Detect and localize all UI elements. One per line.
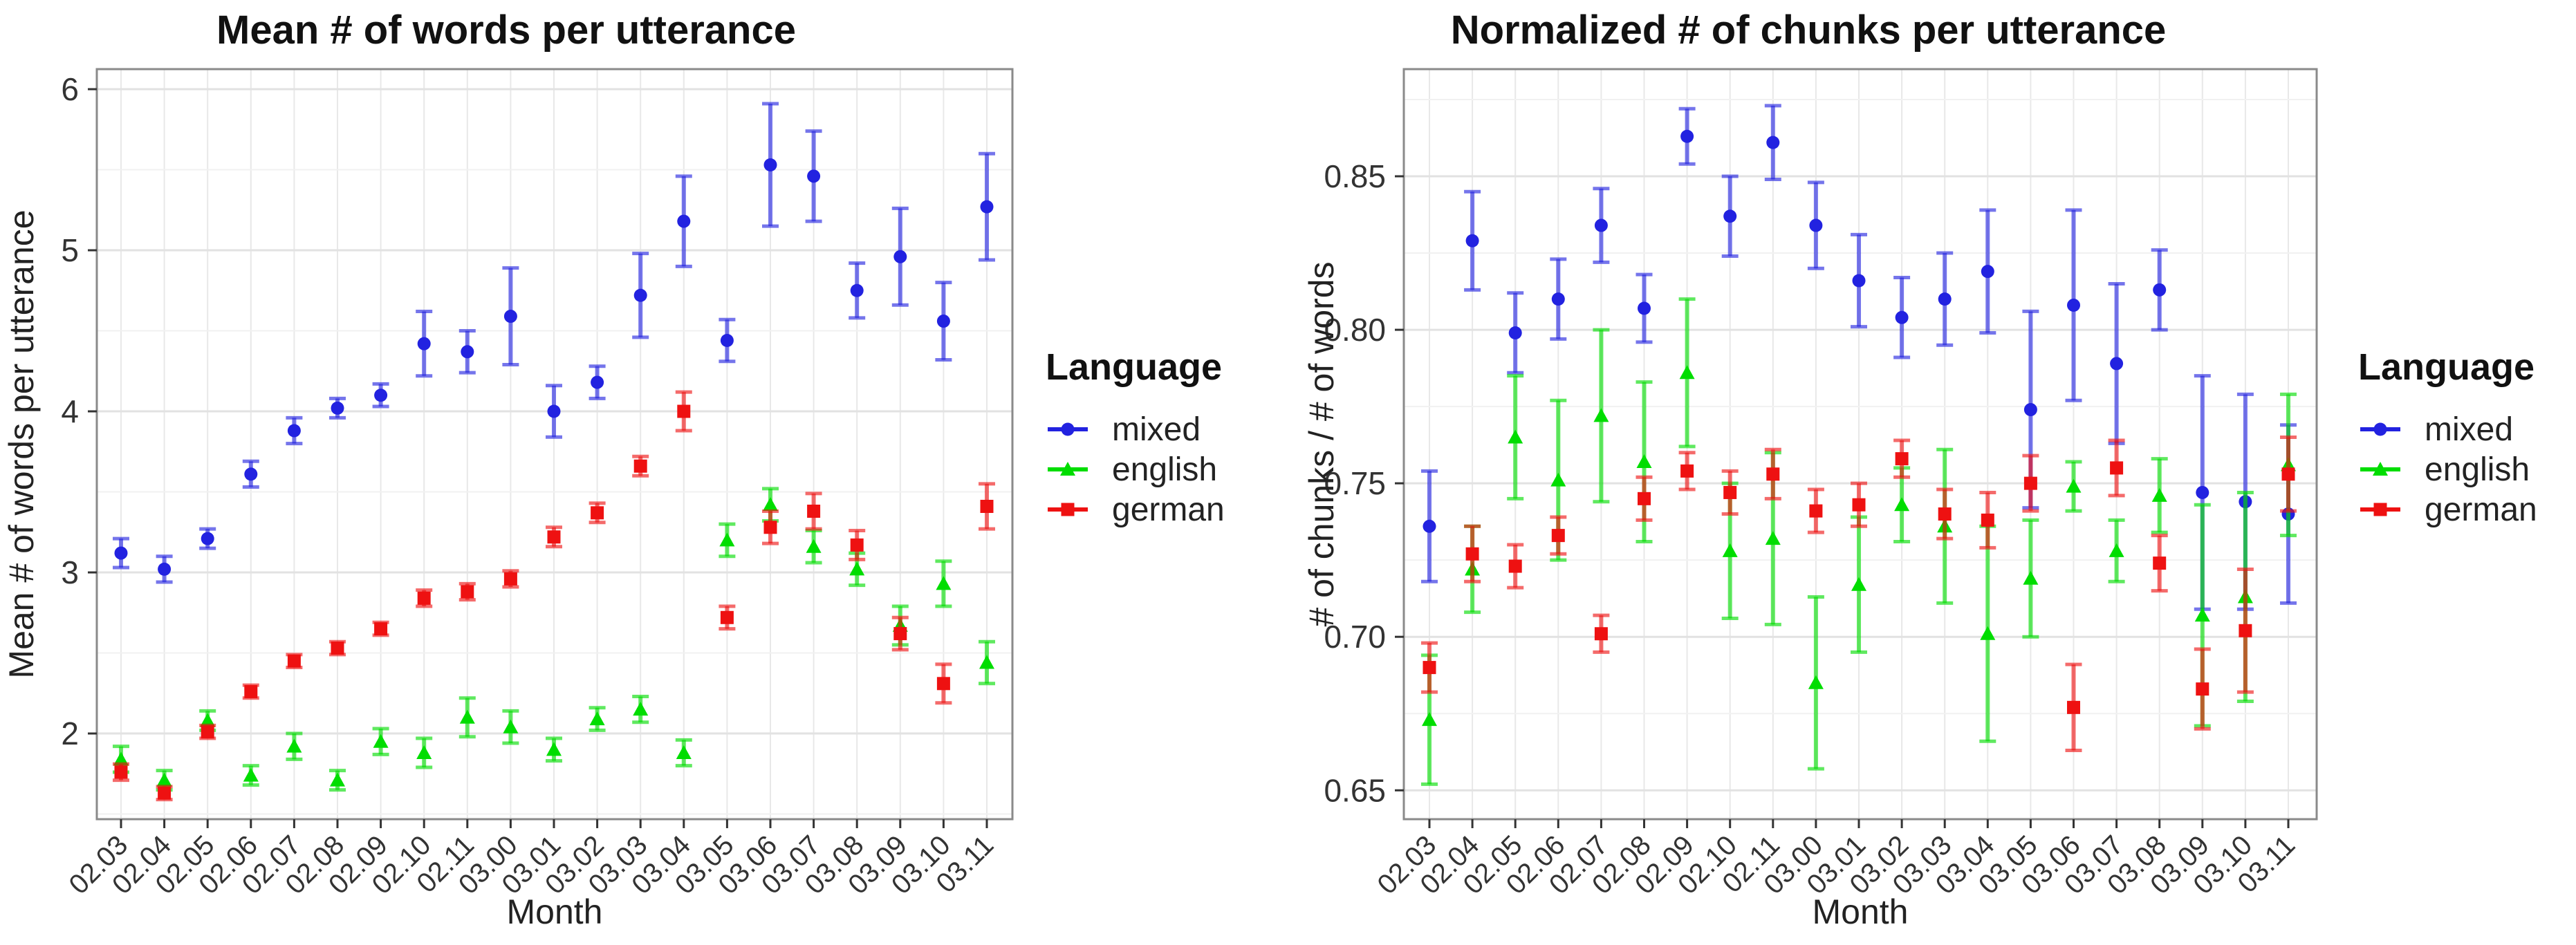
legend-entry-mixed: mixed (2358, 409, 2537, 449)
svg-text:Mean # of words per utterance: Mean # of words per utterance (2, 209, 41, 678)
legend-label: mixed (2425, 411, 2514, 448)
svg-text:0.75: 0.75 (1324, 465, 1386, 501)
legend-title: Language (1046, 346, 1223, 388)
english-key-icon (1048, 462, 1088, 476)
legend: Language mixed english german (2358, 346, 2537, 530)
legend-entry-english: english (1046, 449, 1225, 489)
svg-text:0.65: 0.65 (1324, 772, 1386, 808)
german-key-icon (2360, 503, 2400, 516)
svg-text:2: 2 (61, 715, 79, 751)
plot-normalized-chunks: 0.850.800.750.700.6502.0302.0402.0502.06… (1302, 68, 2318, 900)
legend-label: mixed (1112, 411, 1201, 448)
svg-text:3: 3 (61, 554, 79, 590)
legend-entry-german: german (2358, 489, 2537, 530)
svg-text:6: 6 (61, 71, 79, 107)
x-axis-title: Month (1812, 892, 1909, 931)
chart-mean-words-per-utterance: 6 5 4 3 2 02.03 02.04 02.05 02.06 02.07 02.08 02.09… (2, 8, 1225, 931)
svg-text:4: 4 (61, 393, 79, 429)
x-axis-title: Month (506, 892, 603, 931)
chart-normalized-chunks-per-utterance: 0.85 0.80 0.75 0.70 0.65 02.03 02.04 02.05 02.06… (1300, 0, 2576, 945)
legend-entry-english: english (2358, 449, 2537, 489)
legend-entry-mixed: mixed (1046, 409, 1225, 449)
chart-title: Mean # of words per utterance (216, 8, 796, 53)
english-key-icon (2360, 462, 2400, 476)
legend: Language mixed english german (1046, 346, 1225, 530)
svg-text:# of chunks / # of words: # of chunks / # of words (1302, 261, 1341, 626)
svg-text:0.85: 0.85 (1324, 158, 1386, 194)
svg-text:0.70: 0.70 (1324, 619, 1386, 655)
legend-entry-german: german (1046, 489, 1225, 530)
legend-label: english (1112, 451, 1218, 488)
plot-mean-words: 6543202.0302.0402.0502.0602.0702.0802.09… (2, 68, 1014, 900)
legend-label: german (2425, 491, 2537, 528)
svg-text:5: 5 (61, 232, 79, 268)
mixed-key-icon (1048, 422, 1088, 436)
mixed-key-icon (2360, 422, 2400, 436)
german-key-icon (1048, 503, 1088, 516)
legend-title: Language (2358, 346, 2535, 388)
legend-label: english (2425, 451, 2530, 488)
legend-label: german (1112, 491, 1225, 528)
svg-text:0.80: 0.80 (1324, 312, 1386, 348)
chart-title: Normalized # of chunks per utterance (1450, 8, 2167, 53)
